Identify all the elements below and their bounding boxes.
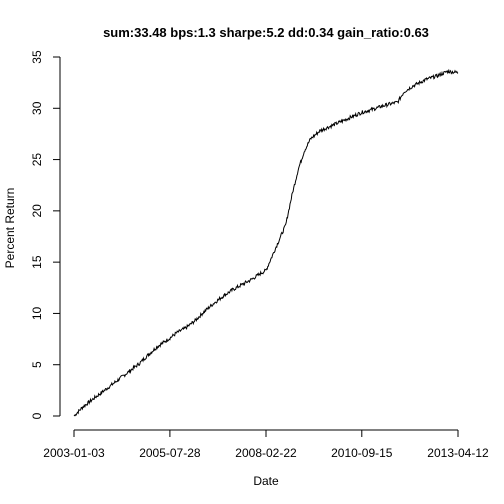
y-tick-label: 0 <box>30 412 44 419</box>
x-axis: 2003-01-03 2005-07-28 2008-02-22 2010-09-15… <box>43 429 489 460</box>
y-tick-label: 10 <box>30 306 44 320</box>
y-axis-label: Percent Return <box>3 188 17 269</box>
x-tick-label: 2005-07-28 <box>139 446 201 460</box>
x-tick-label: 2013-04-12 <box>427 446 489 460</box>
y-tick-label: 30 <box>30 101 44 115</box>
series-line <box>73 68 459 417</box>
y-tick-label: 5 <box>30 361 44 368</box>
series-layer <box>73 68 459 417</box>
x-tick-label: 2003-01-03 <box>43 446 105 460</box>
y-tick-label: 20 <box>30 204 44 218</box>
y-axis: 0 5 10 15 20 25 30 35 <box>30 50 61 419</box>
chart-title: sum:33.48 bps:1.3 sharpe:5.2 dd:0.34 gai… <box>103 25 429 40</box>
y-tick-label: 25 <box>30 153 44 167</box>
y-tick-label: 15 <box>30 255 44 269</box>
y-tick-label: 35 <box>30 50 44 64</box>
x-tick-label: 2010-09-15 <box>331 446 393 460</box>
x-tick-label: 2008-02-22 <box>235 446 297 460</box>
x-axis-label: Date <box>253 474 279 488</box>
